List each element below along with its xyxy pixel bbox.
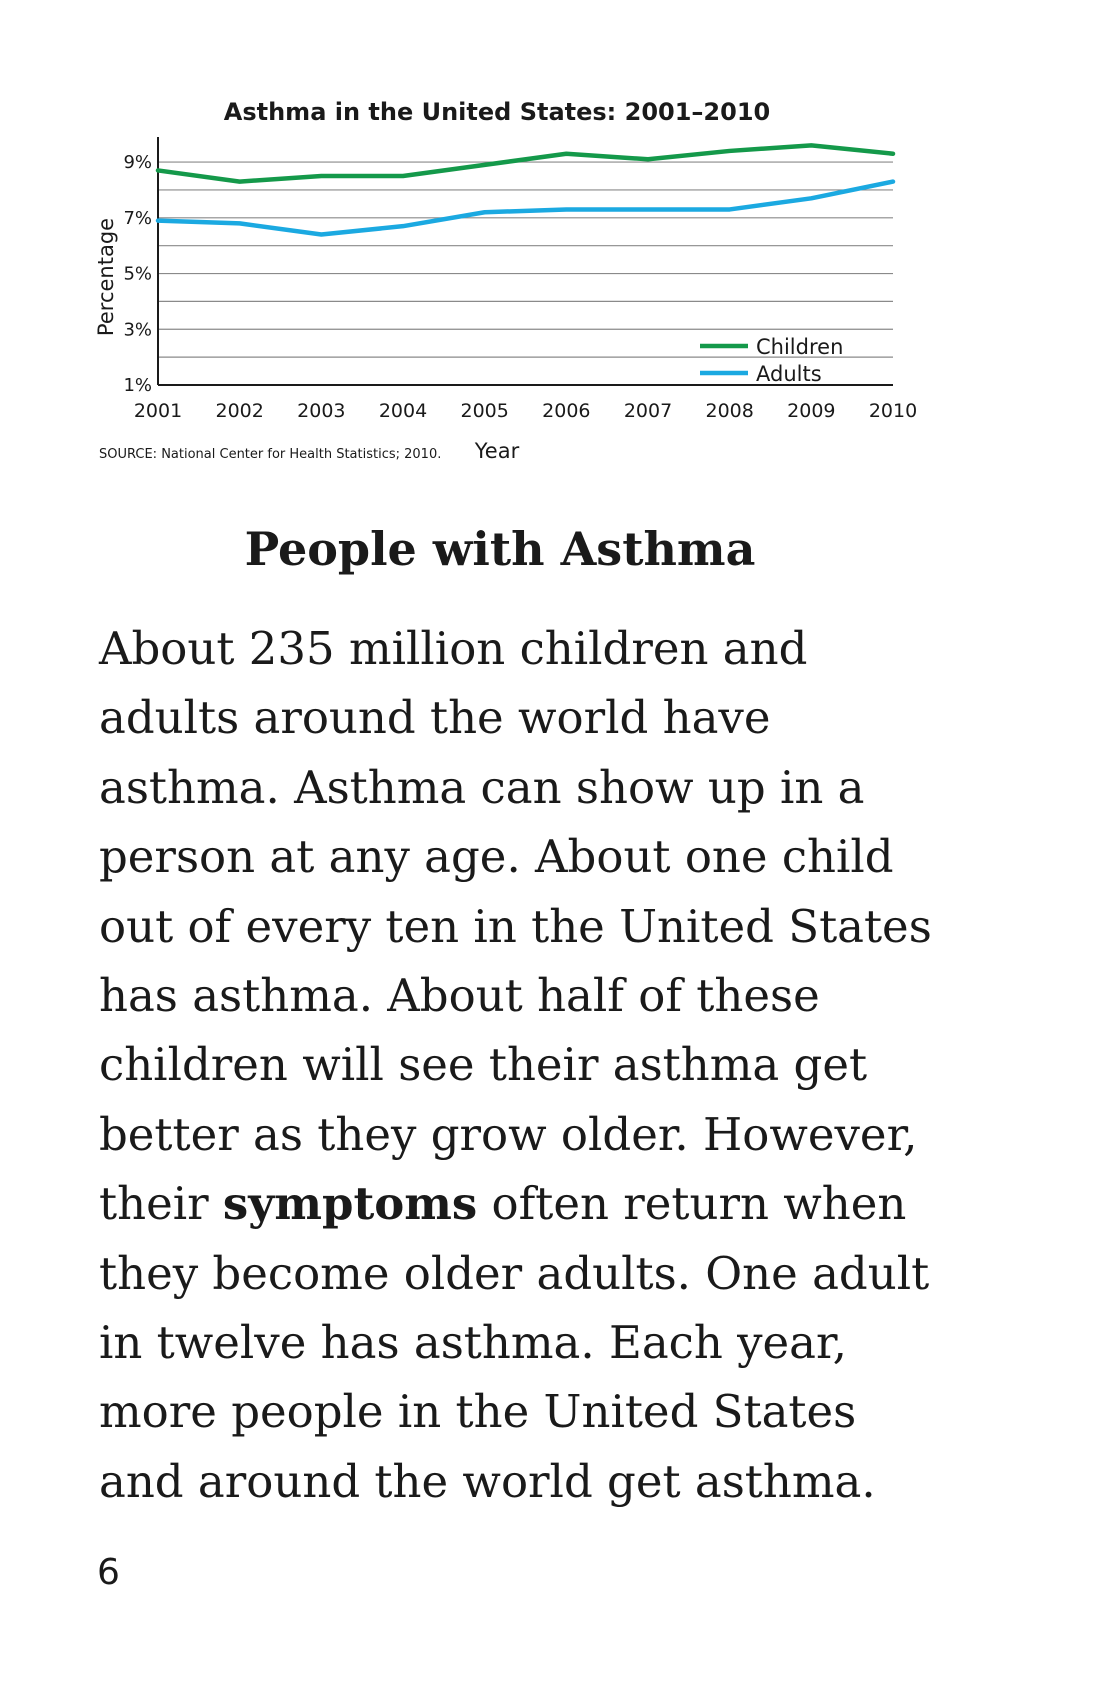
x-tick-label: 2009	[787, 400, 835, 422]
y-tick-label: 5%	[123, 264, 152, 285]
y-axis-label: Percentage	[94, 218, 118, 336]
paragraph-line: and around the world get asthma.	[99, 1454, 876, 1508]
legend-label: Children	[756, 335, 843, 359]
page-number: 6	[97, 1552, 120, 1593]
x-tick-label: 2001	[134, 400, 182, 422]
x-tick-label: 2007	[624, 400, 672, 422]
paragraph-line: children will see their asthma get	[99, 1038, 868, 1092]
x-tick-label: 2010	[869, 400, 917, 422]
x-tick-label: 2005	[460, 400, 508, 422]
paragraph-line: asthma. Asthma can show up in a	[99, 760, 865, 814]
paragraph-line: person at any age. About one child	[99, 830, 894, 884]
paragraph-line: more people in the United States	[99, 1385, 857, 1439]
paragraph-line: they become older adults. One adult	[99, 1246, 930, 1300]
bold-term-symptoms: symptoms	[222, 1177, 478, 1231]
paragraph-line: better as they grow older. However,	[99, 1107, 918, 1161]
x-tick-label: 2006	[542, 400, 590, 422]
series-line-children	[155, 143, 896, 184]
x-tick-label: 2003	[297, 400, 345, 422]
series-line-adults	[155, 179, 896, 237]
x-tick-label: 2002	[215, 400, 263, 422]
paragraph-line: out of every ten in the United States	[99, 899, 932, 953]
asthma-line-chart: Asthma in the United States: 2001–2010 9…	[94, 98, 917, 463]
y-tick-label: 3%	[123, 319, 152, 340]
x-tick-label: 2004	[379, 400, 427, 422]
chart-title: Asthma in the United States: 2001–2010	[224, 98, 770, 126]
x-axis-label: Year	[474, 439, 520, 463]
chart-gridlines	[158, 161, 893, 386]
y-tick-label: 1%	[123, 375, 152, 396]
body-paragraph: About 235 million children and adults aro…	[99, 614, 932, 1516]
paragraph-line: in twelve has asthma. Each year,	[99, 1316, 847, 1370]
paragraph-line: their symptoms often return when	[99, 1177, 907, 1231]
chart-legend: Children Adults	[700, 335, 843, 386]
paragraph-line: adults around the world have	[99, 691, 771, 745]
y-tick-label: 9%	[123, 152, 152, 173]
legend-label: Adults	[756, 362, 822, 386]
chart-source-note: SOURCE: National Center for Health Stati…	[99, 447, 441, 462]
paragraph-line: About 235 million children and	[99, 622, 808, 675]
chart-axes: 9% 7% 5% 3% 1% 2001 2002 2003 2004 2005 2006 2007 20…	[123, 137, 917, 422]
section-heading: People with Asthma	[244, 522, 756, 576]
x-tick-label: 2008	[705, 400, 753, 422]
chart-series	[155, 143, 896, 237]
paragraph-line: has asthma. About half of these	[99, 969, 820, 1023]
y-tick-label: 7%	[123, 208, 152, 229]
